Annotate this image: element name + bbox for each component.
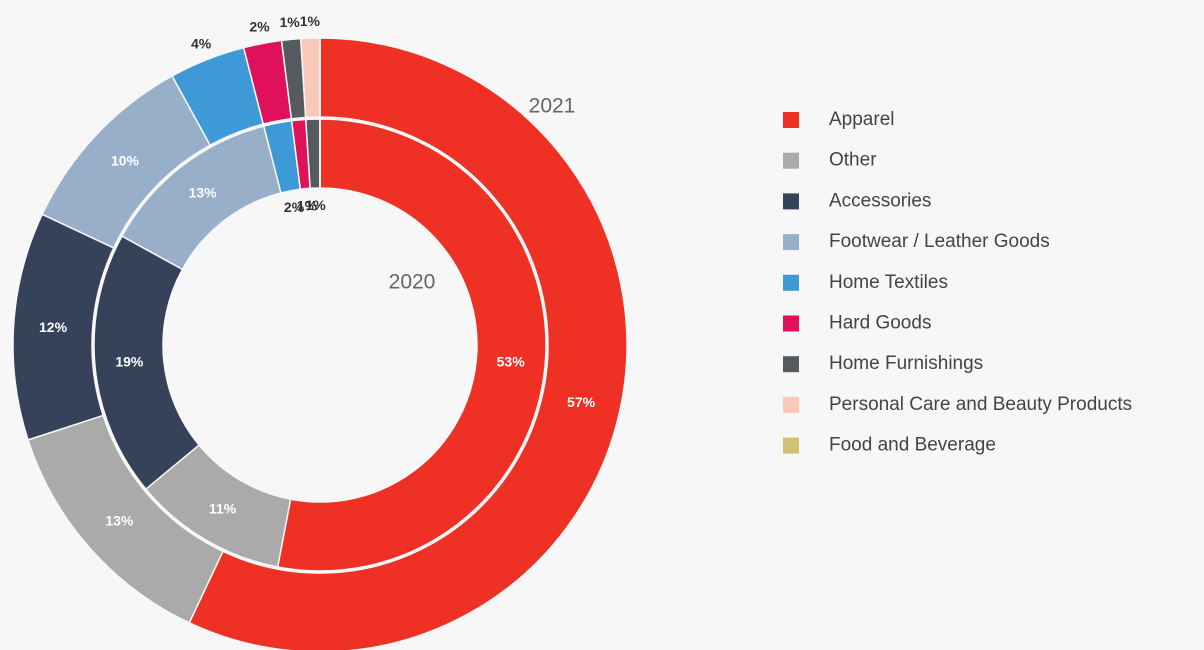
legend-swatch [783, 112, 799, 128]
data-label: 19% [115, 354, 144, 370]
legend-label: Home Furnishings [829, 353, 983, 374]
legend-label: Hard Goods [829, 313, 931, 334]
legend-label: Other [829, 150, 877, 171]
legend-label: Personal Care and Beauty Products [829, 394, 1132, 415]
data-label: 1% [279, 14, 300, 30]
data-label: 1% [300, 13, 321, 29]
legend-label: Home Textiles [829, 272, 948, 293]
data-label: 57% [567, 394, 596, 410]
data-label: 1% [297, 197, 318, 213]
data-label: 12% [39, 319, 68, 335]
legend-label: Food and Beverage [829, 435, 996, 456]
legend-swatch [783, 396, 799, 413]
data-label: 1% [306, 197, 327, 213]
legend-swatch [783, 437, 799, 454]
legend-label: Accessories [829, 190, 931, 211]
data-label: 13% [105, 513, 134, 529]
legend-label: Apparel [829, 109, 895, 130]
legend-label: Footwear / Leather Goods [829, 231, 1050, 252]
legend-swatch [783, 234, 799, 251]
ring-label: 2020 [389, 271, 436, 294]
data-label: 11% [209, 501, 237, 517]
ring-label: 2021 [529, 95, 576, 118]
legend-swatch [783, 315, 799, 332]
legend-swatch [783, 356, 799, 373]
legend-swatch [783, 274, 799, 291]
data-label: 2% [249, 18, 270, 34]
data-label: 13% [189, 184, 218, 200]
data-label: 4% [191, 35, 212, 51]
legend-swatch [783, 152, 799, 169]
data-label: 2% [284, 199, 305, 215]
donut-slice [188, 37, 628, 650]
data-label: 53% [497, 354, 526, 370]
donut-slice [276, 118, 547, 572]
legend-swatch [783, 193, 799, 210]
data-label: 10% [111, 153, 140, 169]
